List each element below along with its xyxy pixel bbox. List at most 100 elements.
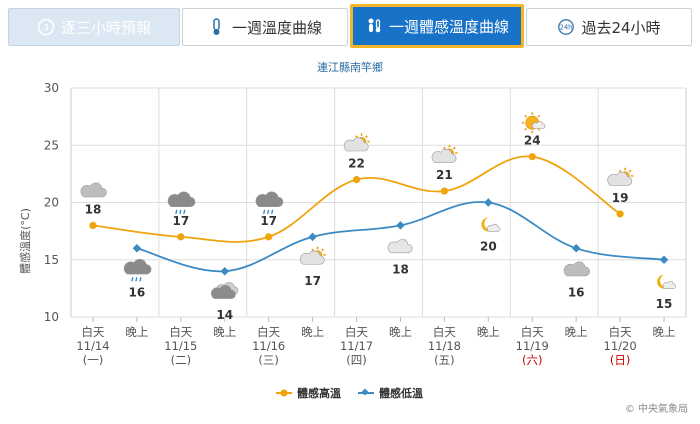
data-point-high[interactable] <box>352 176 361 184</box>
tab-week-feels-like[interactable]: 一週體感溫度曲線 <box>350 4 524 48</box>
x-tick-period: 白天 <box>521 325 544 339</box>
x-tick-date: 11/18 <box>428 339 461 353</box>
x-tick-period: 白天 <box>169 325 192 339</box>
sunny-icon <box>521 112 546 134</box>
data-point-high[interactable] <box>440 187 448 195</box>
x-tick-date: 11/19 <box>516 339 549 353</box>
x-tick-period: 白天 <box>257 325 280 339</box>
x-tick-period: 晚上 <box>301 325 324 339</box>
x-tick-period: 白天 <box>609 325 632 339</box>
x-tick-period: 晚上 <box>125 325 148 339</box>
legend-label-high: 體感高溫 <box>297 386 341 400</box>
svg-text:24h: 24h <box>560 24 573 32</box>
data-point-high[interactable] <box>528 153 536 161</box>
data-point-low[interactable] <box>571 244 581 253</box>
data-label-low: 17 <box>304 274 321 288</box>
x-tick-date: 11/15 <box>164 339 197 353</box>
x-tick-period: 白天 <box>433 325 456 339</box>
data-point-low[interactable] <box>132 244 142 253</box>
data-point-high[interactable] <box>177 233 185 241</box>
cloudy-night-icon <box>80 182 107 198</box>
data-point-high[interactable] <box>265 233 273 241</box>
credit-text: © 中央氣象局 <box>625 402 688 415</box>
data-label-high: 21 <box>436 168 453 182</box>
x-tick-period: 晚上 <box>213 325 236 339</box>
tab-3hour-forecast[interactable]: 3 逐三小時預報 <box>8 8 180 46</box>
tab-label: 一週體感溫度曲線 <box>388 17 509 36</box>
y-axis-label: 體感溫度(°C) <box>18 208 32 274</box>
partly-cloudy-night-icon <box>387 238 413 254</box>
x-tick-period: 晚上 <box>477 325 500 339</box>
data-label-high: 17 <box>260 214 277 228</box>
x-tick-period: 晚上 <box>653 325 676 339</box>
feels-like-icon <box>365 17 383 35</box>
x-tick-weekday: (三) <box>258 353 278 367</box>
data-point-low[interactable] <box>396 221 405 230</box>
partly-cloudy-day-icon <box>343 133 370 152</box>
series-line-low <box>136 201 665 273</box>
moon-icon <box>481 217 501 232</box>
data-label-high: 17 <box>172 214 189 228</box>
cloud-rain-icon <box>123 259 152 282</box>
x-tick-date: 11/16 <box>252 339 285 353</box>
partly-cloudy-day-icon <box>607 167 634 186</box>
data-label-high: 19 <box>612 191 629 205</box>
y-tick-label: 25 <box>44 138 59 152</box>
cloud-rain-icon <box>255 191 284 215</box>
x-tick-period: 白天 <box>345 325 368 339</box>
cloudy-icon <box>211 282 239 299</box>
data-label-low: 16 <box>568 285 585 299</box>
data-point-low[interactable] <box>220 266 229 276</box>
data-label-low: 16 <box>129 285 146 299</box>
y-tick-label: 30 <box>44 81 59 95</box>
data-label-high: 22 <box>348 157 365 171</box>
thermometer-icon <box>208 18 226 36</box>
tab-label: 逐三小時預報 <box>60 18 151 37</box>
data-point-low[interactable] <box>484 198 493 207</box>
legend-item-high[interactable]: 體感高溫 <box>276 386 341 400</box>
data-label-high: 18 <box>85 202 102 216</box>
legend-label-low: 體感低溫 <box>379 386 423 400</box>
tab-label: 一週溫度曲線 <box>231 18 322 37</box>
clock-3-icon: 3 <box>37 18 55 36</box>
data-label-low: 14 <box>216 308 233 322</box>
cloud-rain-icon <box>167 191 196 215</box>
data-label-low: 18 <box>392 262 409 276</box>
y-tick-label: 20 <box>44 196 59 210</box>
data-label-low: 20 <box>480 240 497 254</box>
tab-past-24h[interactable]: 24h 過去24小時 <box>526 8 692 46</box>
x-tick-period: 白天 <box>81 325 104 339</box>
partly-cloudy-day-icon <box>299 246 326 265</box>
data-label-high: 24 <box>524 134 541 148</box>
svg-text:3: 3 <box>43 24 49 34</box>
x-tick-weekday: (六) <box>522 353 542 367</box>
tab-week-temperature[interactable]: 一週溫度曲線 <box>182 8 348 46</box>
x-tick-weekday: (一) <box>83 353 103 367</box>
x-tick-weekday: (五) <box>434 353 454 367</box>
y-tick-label: 10 <box>44 310 59 324</box>
data-label-low: 15 <box>656 297 673 311</box>
x-tick-period: 晚上 <box>565 325 588 339</box>
data-point-low[interactable] <box>659 255 669 264</box>
x-tick-weekday: (二) <box>171 353 191 367</box>
tab-bar: 3 逐三小時預報 一週溫度曲線 一週體感溫度曲線 24h 過去24小時 <box>8 4 692 48</box>
chart-title: 連江縣南竿鄉 <box>317 60 383 74</box>
data-point-high[interactable] <box>89 221 97 229</box>
x-tick-period: 晚上 <box>389 325 412 339</box>
data-point-low[interactable] <box>308 232 317 242</box>
legend: 體感高溫 體感低溫 <box>276 386 423 400</box>
x-tick-weekday: (日) <box>610 353 630 367</box>
legend-item-low[interactable]: 體感低溫 <box>358 386 423 400</box>
tab-label: 過去24小時 <box>581 18 661 37</box>
cloudy-night-icon <box>563 261 590 277</box>
clock-24-icon: 24h <box>557 18 575 36</box>
x-tick-date: 11/14 <box>76 339 109 353</box>
partly-cloudy-day-icon <box>431 144 458 163</box>
x-tick-weekday: (四) <box>346 353 366 367</box>
moon-icon <box>657 274 677 289</box>
x-tick-date: 11/20 <box>604 339 637 353</box>
x-tick-date: 11/17 <box>340 339 373 353</box>
data-point-high[interactable] <box>616 210 624 218</box>
y-tick-label: 15 <box>44 253 59 267</box>
